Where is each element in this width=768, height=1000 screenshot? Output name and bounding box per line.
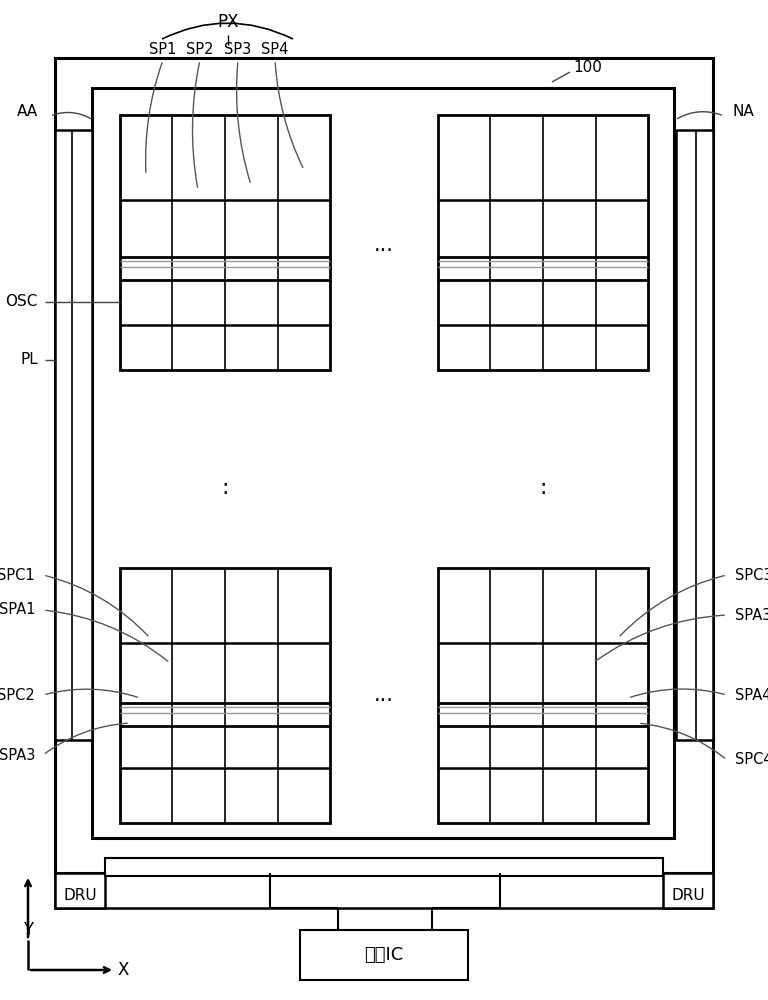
Bar — [663, 873, 713, 908]
Text: Y: Y — [23, 921, 33, 939]
Text: DRU: DRU — [63, 888, 97, 902]
Text: ...: ... — [374, 235, 394, 255]
Text: 控制IC: 控制IC — [364, 946, 404, 964]
Bar — [105, 858, 663, 876]
Text: SP1: SP1 — [149, 42, 177, 57]
Text: SP3: SP3 — [224, 42, 252, 57]
Text: SPC2: SPC2 — [0, 688, 35, 702]
Bar — [92, 88, 674, 838]
Text: SPC3: SPC3 — [735, 568, 768, 582]
Bar — [120, 115, 330, 370]
Text: SPA1: SPA1 — [0, 602, 35, 617]
Bar — [55, 58, 713, 873]
Text: SP4: SP4 — [261, 42, 289, 57]
Text: NA: NA — [732, 104, 753, 119]
Text: DRU: DRU — [671, 888, 705, 902]
Text: 100: 100 — [573, 60, 602, 76]
Bar — [300, 930, 468, 980]
Text: SPC4: SPC4 — [735, 752, 768, 768]
Text: SPA3: SPA3 — [0, 748, 35, 762]
Text: :: : — [539, 478, 547, 498]
Text: PX: PX — [217, 13, 239, 31]
Bar — [55, 130, 92, 740]
Bar — [438, 568, 648, 823]
Text: OSC: OSC — [5, 294, 38, 310]
Text: ...: ... — [374, 685, 394, 705]
Bar — [120, 568, 330, 823]
Text: SP2: SP2 — [187, 42, 214, 57]
Bar — [55, 873, 105, 908]
Text: SPC1: SPC1 — [0, 568, 35, 582]
Text: :: : — [221, 478, 229, 498]
Text: PL: PL — [20, 353, 38, 367]
Bar — [55, 873, 713, 908]
Text: X: X — [118, 961, 129, 979]
Bar — [438, 115, 648, 370]
Bar — [676, 130, 713, 740]
Text: AA: AA — [17, 104, 38, 119]
Text: SPA3: SPA3 — [735, 607, 768, 622]
Text: SPA4: SPA4 — [735, 688, 768, 702]
